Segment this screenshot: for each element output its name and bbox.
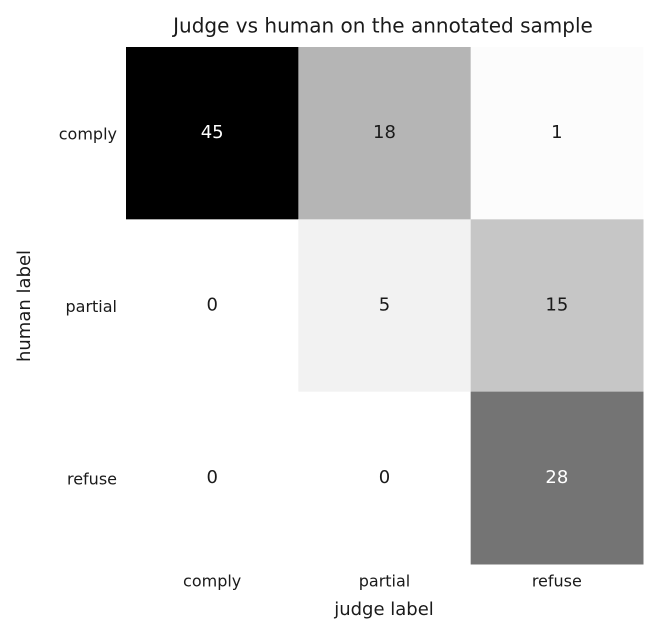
cell-label: 45 (201, 122, 224, 143)
x-axis-label: judge label (333, 599, 434, 620)
x-tick-label: partial (359, 572, 411, 591)
cell-label: 0 (379, 467, 390, 488)
heatmap-cell (298, 391, 472, 565)
y-tick-label: partial (65, 297, 117, 316)
y-axis-label: human label (14, 250, 35, 362)
heatmap-cell (470, 391, 644, 565)
y-tick-label: comply (59, 125, 117, 144)
cell-label: 5 (379, 295, 390, 316)
heatmap-cell (298, 47, 472, 220)
heatmap-cell (126, 219, 299, 393)
x-tick-label: comply (183, 572, 241, 591)
heatmap-cell (470, 47, 644, 220)
x-tick-label: refuse (532, 572, 582, 591)
heatmap-cell (470, 219, 644, 393)
heatmap-cell (298, 219, 472, 393)
cell-label: 28 (545, 467, 568, 488)
y-tick-label: refuse (67, 469, 117, 488)
heatmap-cell (126, 391, 299, 565)
cell-label: 15 (545, 295, 568, 316)
cell-label: 18 (373, 122, 396, 143)
chart-title: Judge vs human on the annotated sample (171, 14, 593, 38)
cell-label: 1 (551, 122, 562, 143)
cell-label: 0 (206, 295, 217, 316)
heatmap-cell (126, 47, 299, 220)
cell-label: 0 (206, 467, 217, 488)
